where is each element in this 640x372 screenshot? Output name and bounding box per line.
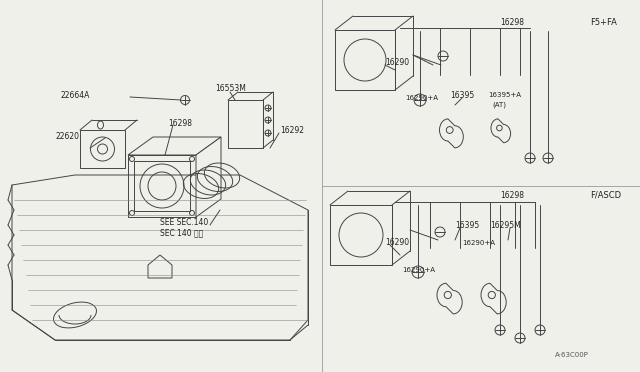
Text: 16553M: 16553M bbox=[215, 83, 246, 93]
Text: (AT): (AT) bbox=[492, 102, 506, 108]
Text: 16298: 16298 bbox=[500, 190, 524, 199]
Text: 16395: 16395 bbox=[450, 90, 474, 99]
Bar bbox=[128, 155, 196, 217]
Text: 22664A: 22664A bbox=[60, 90, 90, 99]
Polygon shape bbox=[12, 175, 308, 340]
Text: 16290+A: 16290+A bbox=[462, 240, 495, 246]
Bar bbox=[134, 161, 190, 211]
Bar bbox=[330, 205, 392, 265]
Text: 22620: 22620 bbox=[55, 131, 79, 141]
Polygon shape bbox=[148, 255, 172, 278]
Text: SEE SEC.140: SEE SEC.140 bbox=[160, 218, 208, 227]
Bar bbox=[335, 30, 395, 90]
Text: A·63C00P: A·63C00P bbox=[555, 352, 589, 358]
Text: 16298: 16298 bbox=[168, 119, 192, 128]
Bar bbox=[80, 130, 125, 168]
Polygon shape bbox=[196, 137, 221, 217]
Text: 16290: 16290 bbox=[385, 237, 409, 247]
Text: 16298: 16298 bbox=[500, 17, 524, 26]
Text: 16290+A: 16290+A bbox=[405, 95, 438, 101]
Text: 16395+A: 16395+A bbox=[488, 92, 521, 98]
Text: F5+FA: F5+FA bbox=[590, 17, 617, 26]
Text: SEC 140 参照: SEC 140 参照 bbox=[160, 228, 204, 237]
Text: 16290+A: 16290+A bbox=[402, 267, 435, 273]
Text: 16395: 16395 bbox=[455, 221, 479, 230]
Text: F/ASCD: F/ASCD bbox=[590, 190, 621, 199]
Bar bbox=[228, 100, 263, 148]
Text: 16292: 16292 bbox=[280, 125, 304, 135]
Text: 16295M: 16295M bbox=[490, 221, 521, 230]
Polygon shape bbox=[128, 137, 221, 155]
Text: 16290: 16290 bbox=[385, 58, 409, 67]
